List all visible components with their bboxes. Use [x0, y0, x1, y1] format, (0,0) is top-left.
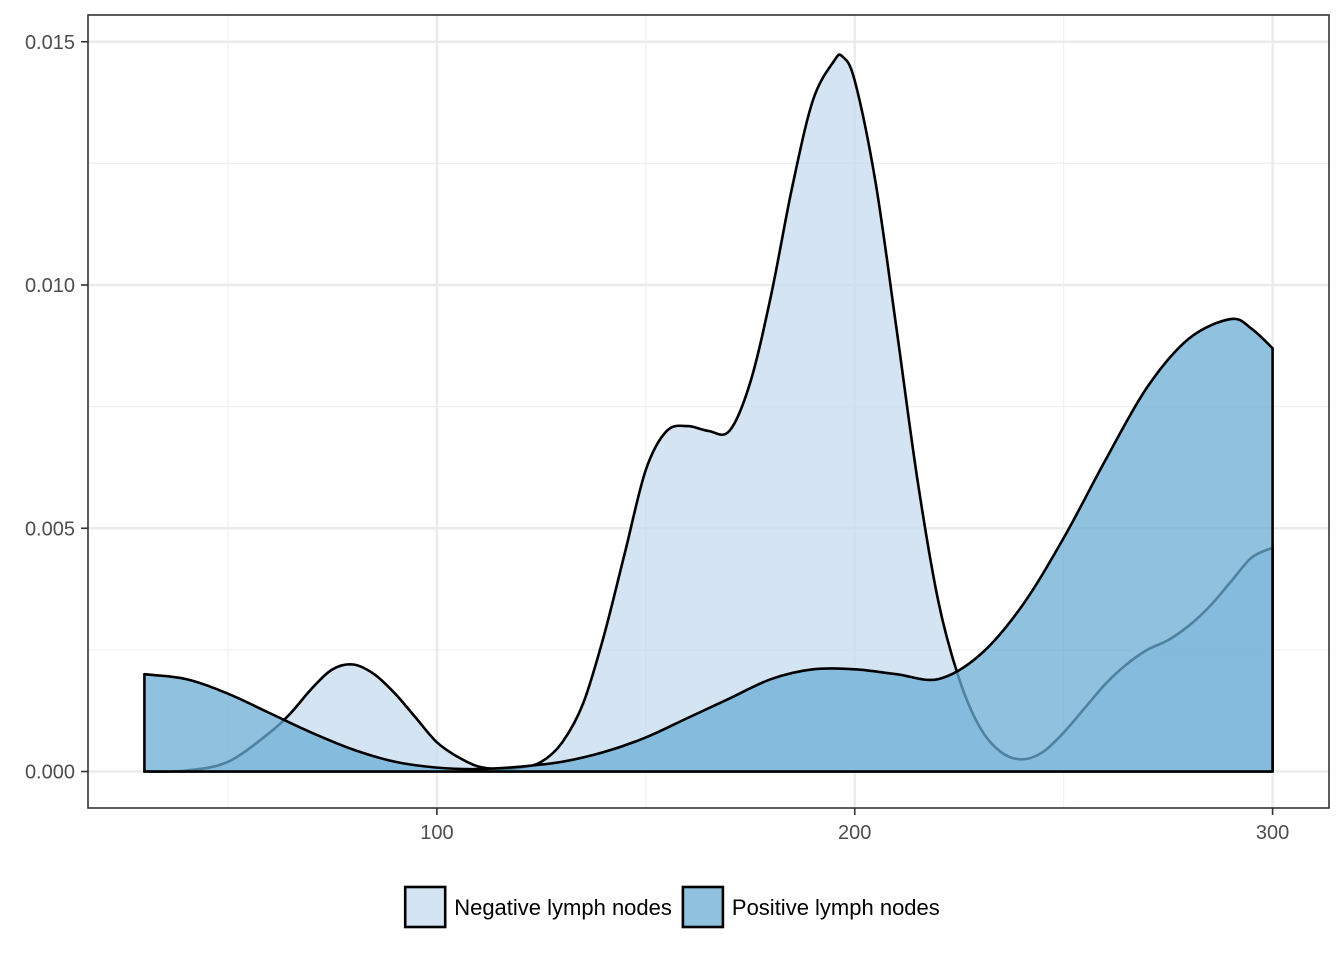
panel-border: [87, 14, 1330, 809]
positive-lymph-nodes-density-area: [143, 317, 1274, 773]
legend-key-negative-lymph-nodes: [403, 885, 447, 929]
y-axis: 0.000 0.005 0.010 0.015: [25, 32, 88, 784]
legend-key-positive-lymph-nodes: [681, 885, 725, 929]
y-tick-label: 0.005: [25, 518, 75, 540]
x-tick-label: 300: [1256, 822, 1289, 844]
y-tick-label: 0.010: [25, 275, 75, 297]
y-tick-label: 0.015: [25, 32, 75, 54]
legend-label-positive-lymph-nodes: Positive lymph nodes: [732, 895, 940, 920]
y-tick-label: 0.000: [25, 762, 75, 784]
x-axis: 100 200 300: [420, 808, 1289, 844]
legend-item-positive-lymph-nodes: Positive lymph nodes: [681, 885, 940, 929]
x-tick-label: 200: [838, 822, 871, 844]
density-areas: [143, 53, 1274, 773]
legend-item-negative-lymph-nodes: Negative lymph nodes: [403, 885, 672, 929]
x-tick-label: 100: [420, 822, 453, 844]
legend: Negative lymph nodes Positive lymph nodes: [403, 885, 940, 929]
legend-label-negative-lymph-nodes: Negative lymph nodes: [454, 895, 672, 920]
